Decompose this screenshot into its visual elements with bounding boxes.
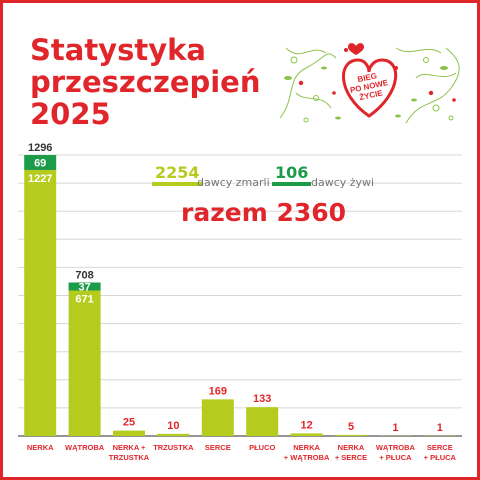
bar-living <box>68 282 101 291</box>
legend-deceased-label: dawcy zmarli <box>197 176 270 189</box>
category-label: + PŁUCA <box>379 453 412 462</box>
data-label-deceased: 671 <box>75 294 93 306</box>
data-label-deceased: 1 <box>392 422 398 434</box>
category-label: SERCE <box>427 443 453 452</box>
data-label-deceased: 1227 <box>28 173 52 185</box>
category-label: + PŁUCA <box>424 453 457 462</box>
bar-deceased <box>24 169 57 437</box>
category-label: + WĄTROBA <box>284 453 330 462</box>
legend-living-label: dawcy żywi <box>311 176 375 189</box>
data-label-living: 69 <box>34 157 46 169</box>
category-label: NERKA <box>27 443 54 452</box>
category-label: WĄTROBA <box>65 443 105 452</box>
data-label-deceased: 169 <box>209 385 227 397</box>
title-line-3: 2025 <box>30 97 111 131</box>
total-label: razem 2360 <box>181 198 347 227</box>
data-label-deceased: 12 <box>300 419 312 431</box>
category-label: WĄTROBA <box>376 443 416 452</box>
bar-deceased <box>335 434 367 436</box>
category-label: + SERCE <box>335 453 367 462</box>
data-label-deceased: 25 <box>123 417 135 429</box>
category-label: NERKA <box>338 443 365 452</box>
title-line-2: przeszczepień <box>30 65 261 99</box>
category-label: PŁUCO <box>249 443 275 452</box>
bar-deceased <box>157 433 190 436</box>
category-label: NERKA + <box>113 443 146 452</box>
bar-deceased <box>201 399 234 436</box>
bar-deceased <box>68 290 101 436</box>
data-label-living: 37 <box>78 282 90 294</box>
bar-living <box>24 155 57 170</box>
data-label-total: 1296 <box>28 142 52 154</box>
page-title: Statystyka przeszczepień 2025 <box>30 34 261 130</box>
bar-deceased <box>290 433 323 436</box>
legend-living-value: 106 <box>272 163 312 186</box>
title-line-1: Statystyka <box>30 33 206 67</box>
data-label-deceased: 133 <box>253 393 271 405</box>
logo-text-1: BIEG <box>357 71 378 84</box>
data-label-deceased: 1 <box>437 422 443 434</box>
category-label: TRZUSTKA <box>109 453 150 462</box>
data-label-deceased: 5 <box>348 421 354 433</box>
legend-deceased-value: 2254 <box>152 163 203 186</box>
category-label: SERCE <box>205 443 231 452</box>
data-label-total: 708 <box>75 269 93 281</box>
category-label: TRZUSTKA <box>153 443 194 452</box>
bar-deceased <box>246 407 279 436</box>
category-label: NERKA <box>293 443 320 452</box>
bar-deceased <box>113 430 145 436</box>
data-label-deceased: 10 <box>167 420 179 432</box>
bieg-po-nowe-zycie-logo: BIEG PO NOWE ŻYCIE <box>279 43 460 124</box>
